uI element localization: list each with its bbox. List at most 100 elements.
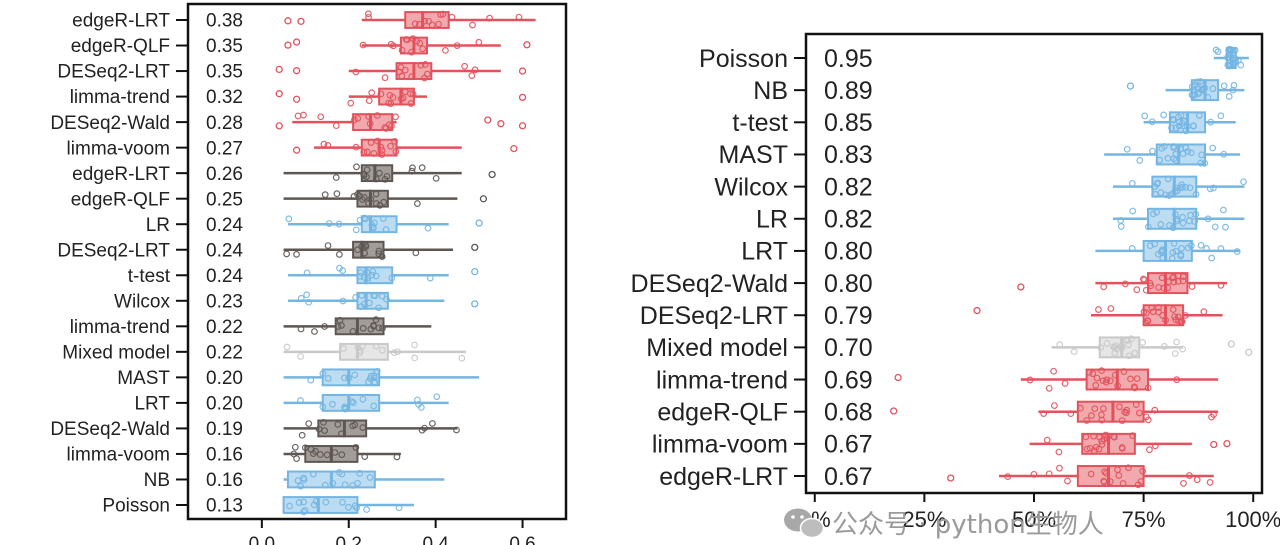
data-point [311,328,318,335]
data-point [421,424,428,432]
data-point [1120,368,1128,375]
data-point [402,36,410,43]
data-point [297,325,305,333]
data-point [426,274,434,282]
row-label: limma-trend [70,87,170,108]
outlier-point [488,170,496,179]
data-point [368,89,376,97]
data-point [1151,406,1159,414]
data-point [339,297,347,305]
data-point [1204,215,1212,223]
x-tick-label: 100% [1225,507,1280,532]
data-point [408,167,416,175]
data-point [352,444,360,451]
data-point [1204,94,1212,101]
data-point [1098,411,1105,419]
data-point [335,469,343,476]
data-point [1178,244,1185,252]
data-point [329,400,336,408]
data-point [309,470,317,478]
data-point [1148,118,1156,126]
data-point [1070,348,1078,356]
data-point [1097,344,1105,351]
data-point [409,164,416,172]
boxplot-row: Poisson 0.95 [699,45,1249,73]
data-point [1093,374,1101,382]
data-point [1103,340,1111,347]
data-point [411,354,419,362]
data-point [1230,81,1238,89]
data-point [1092,381,1100,389]
data-point [1217,112,1225,120]
data-point [1160,342,1168,350]
data-point [1187,211,1194,219]
data-point [286,502,293,510]
row-value: 0.67 [824,431,873,459]
data-point [1162,316,1169,324]
data-point [1155,304,1162,311]
data-point [1169,306,1177,313]
row-value: 0.13 [206,496,243,517]
boxplot-row: limma-voom 0.16 [67,443,401,466]
data-point [1083,417,1091,424]
data-point [1182,183,1190,191]
data-point [1129,432,1137,440]
x-tick-label: 0.4 [422,534,449,545]
boxplot-row: limma-voom 0.67 [652,431,1231,459]
boxplot-row: Mixed model 0.70 [646,334,1253,362]
data-point [372,200,380,207]
data-point [1197,159,1205,167]
data-point [1179,273,1187,281]
data-point [338,430,345,438]
data-point [411,341,418,349]
data-point [385,99,393,107]
data-point [1209,85,1217,93]
data-point [324,141,332,149]
data-point [370,402,378,410]
boxplot-row: DESeq2-LRT 0.79 [640,302,1223,330]
data-point [332,122,340,130]
data-point [375,304,382,312]
data-point [395,504,403,512]
row-label: DESeq2-Wald [631,270,788,298]
outlier-point [284,41,292,49]
data-point [365,10,372,18]
data-point [1169,249,1177,256]
outlier-point [479,195,488,203]
row-label: limma-voom [67,445,170,466]
row-value: 0.79 [824,302,873,330]
data-point [1045,470,1053,478]
data-point [334,421,342,428]
data-point [294,477,302,485]
data-point [332,174,340,181]
data-point [461,62,468,70]
data-point [298,431,306,439]
data-point [363,173,370,180]
data-point [1117,223,1125,230]
data-point [1107,305,1115,312]
outlier-point [497,120,505,128]
data-point [1125,352,1133,360]
data-point [1119,479,1127,487]
data-point [1214,48,1222,56]
data-point [1111,371,1119,379]
data-point [1186,472,1193,479]
data-point [1102,469,1110,477]
boxplot-row: Wilcox 0.23 [114,291,479,312]
data-point [358,243,366,250]
data-point [297,397,304,404]
row-label: DESeq2-Wald [50,419,170,440]
data-point [1140,308,1148,316]
outlier-point [297,17,305,26]
outlier-point [471,243,479,252]
data-point [1159,311,1166,319]
data-point [1142,319,1150,327]
data-point [377,90,385,98]
data-point [1087,470,1095,478]
data-point [1201,159,1209,167]
outlier-point [510,144,518,153]
data-point [1203,245,1210,252]
data-point [359,424,367,431]
data-point [340,345,347,352]
data-point [406,90,414,98]
